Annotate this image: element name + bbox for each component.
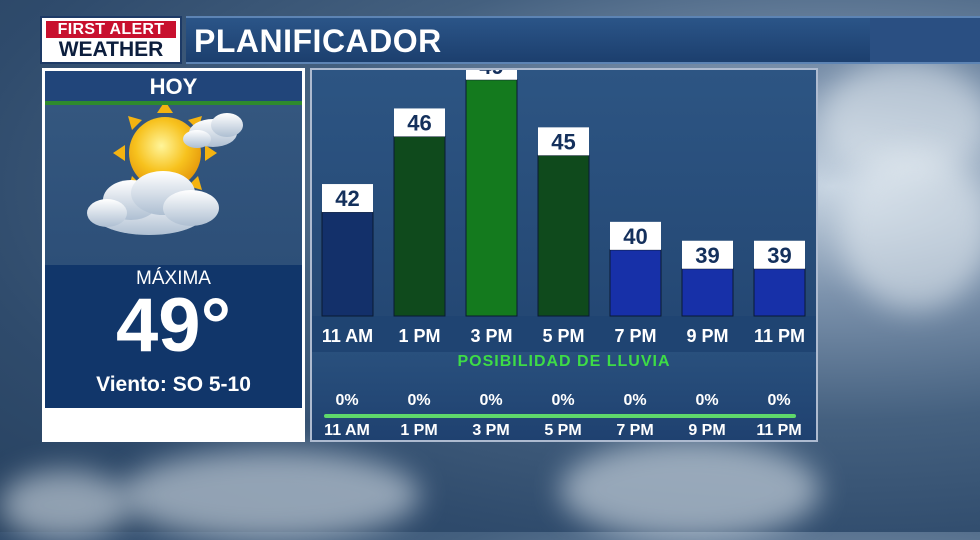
rain-time-label: 7 PM: [616, 422, 654, 439]
temperature-bar: [537, 154, 590, 317]
rain-time-label: 1 PM: [400, 422, 438, 439]
value-label-box: [466, 70, 517, 80]
value-label: 40: [623, 224, 647, 249]
temperature-bar: [393, 135, 446, 317]
value-label: 49: [479, 70, 503, 79]
value-label-box: [322, 184, 373, 213]
logo-line-2: WEATHER: [58, 38, 164, 61]
rain-chance-line: [324, 414, 796, 418]
value-label: 45: [551, 129, 575, 154]
rain-time-label: 11 PM: [756, 422, 802, 439]
time-tick-label: 11 AM: [322, 326, 373, 346]
rain-chance-value: 0%: [767, 392, 791, 409]
title-bar: PLANIFICADOR: [186, 16, 980, 64]
time-tick-label: 7 PM: [614, 326, 656, 346]
page-title: PLANIFICADOR: [194, 23, 442, 59]
time-label-strip: [312, 316, 816, 352]
value-label-box: [394, 108, 445, 137]
today-label: HOY: [45, 71, 302, 105]
value-label-box: [754, 240, 805, 269]
value-label: 42: [335, 186, 359, 211]
background-cloud: [560, 440, 820, 540]
max-label: MÁXIMA: [136, 268, 211, 289]
rain-chance-value: 0%: [335, 392, 359, 409]
max-temp-area: MÁXIMA 49° Viento: SO 5-10: [45, 265, 302, 408]
time-tick-label: 1 PM: [398, 326, 440, 346]
value-label-box: [682, 240, 733, 269]
rain-chance-value: 0%: [623, 392, 647, 409]
rain-chance-title: POSIBILIDAD DE LLUVIA: [457, 353, 671, 370]
title-bar-accent: [870, 18, 980, 62]
background-cloud: [120, 450, 420, 540]
temperature-bar: [609, 249, 662, 317]
hourly-temperature-chart: 42 11 AM 46 1 PM 49 3 PM 45 5 PM 40 7 PM 39 9 PM 39 1…: [310, 68, 818, 352]
temperature-bar: [681, 268, 734, 317]
logo-line-1: FIRST ALERT: [46, 21, 176, 38]
temperature-bar: [465, 79, 518, 317]
rain-time-label: 3 PM: [472, 422, 510, 439]
rain-time-label: 9 PM: [688, 422, 726, 439]
background-cloud: [0, 470, 130, 540]
time-tick-label: 11 PM: [754, 326, 805, 346]
value-label-box: [610, 221, 661, 250]
rain-time-label: 5 PM: [544, 422, 582, 439]
rain-chance-value: 0%: [551, 392, 575, 409]
today-panel: HOY: [42, 68, 305, 442]
value-label: 46: [407, 110, 431, 135]
rain-chance-value: 0%: [479, 392, 503, 409]
temperature-bar: [753, 268, 806, 317]
value-label-box: [538, 127, 589, 156]
partly-sunny-icon: [87, 101, 243, 235]
chart-svg: 42 11 AM 46 1 PM 49 3 PM 45 5 PM 40 7 PM 39 9 PM 39 1…: [312, 70, 816, 352]
rain-time-label: 11 AM: [324, 422, 370, 439]
rain-chance-value: 0%: [407, 392, 431, 409]
value-label: 39: [695, 243, 719, 268]
time-tick-label: 5 PM: [542, 326, 584, 346]
value-label: 39: [767, 243, 791, 268]
rain-chance-panel: POSIBILIDAD DE LLUVIA 0% 11 AM 0% 1 PM 0% 3 P…: [310, 352, 818, 442]
weather-icon-area: [45, 101, 302, 265]
background-cloud: [840, 150, 980, 310]
wind-info: Viento: SO 5-10: [96, 373, 251, 396]
first-alert-weather-logo: FIRST ALERT WEATHER: [40, 16, 182, 64]
time-tick-label: 9 PM: [686, 326, 728, 346]
max-temperature: 49°: [116, 283, 231, 368]
temperature-bar: [321, 211, 374, 317]
time-tick-label: 3 PM: [470, 326, 512, 346]
rain-chance-value: 0%: [695, 392, 719, 409]
